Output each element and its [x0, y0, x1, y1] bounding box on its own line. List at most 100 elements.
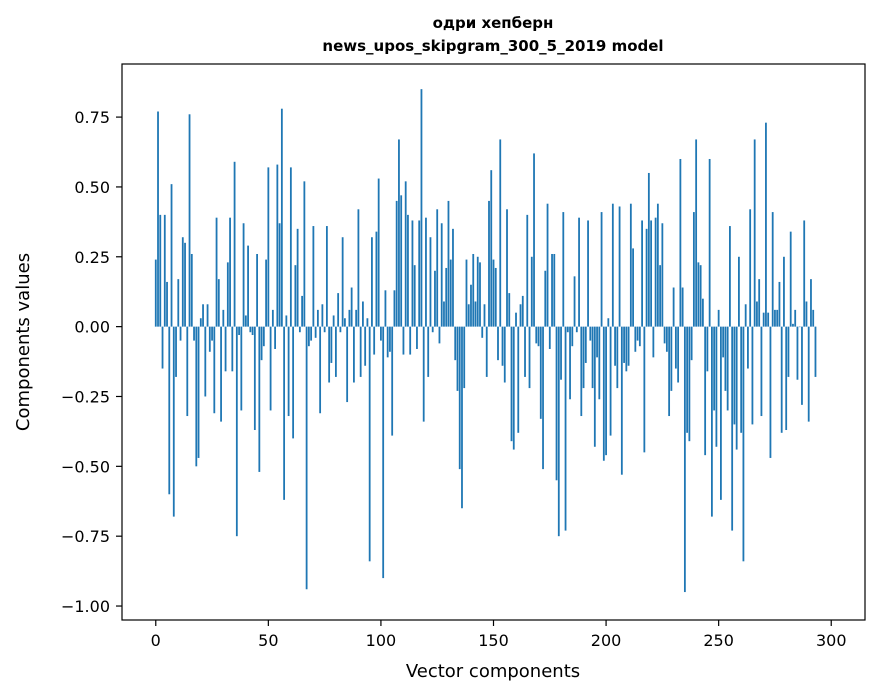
- bar: [449, 259, 452, 327]
- bar: [778, 281, 781, 327]
- bar: [339, 326, 342, 333]
- bar: [744, 304, 747, 327]
- bar: [341, 237, 344, 327]
- bar: [814, 326, 817, 377]
- bar: [287, 326, 290, 417]
- bar: [708, 158, 711, 327]
- bar: [377, 178, 380, 327]
- bar: [528, 326, 531, 389]
- bar: [566, 326, 569, 333]
- bar: [726, 326, 729, 411]
- bar: [760, 326, 763, 417]
- bar: [386, 326, 389, 358]
- bar: [364, 326, 367, 366]
- bar: [598, 326, 601, 400]
- bar: [677, 326, 680, 383]
- bar: [181, 237, 184, 327]
- bar: [618, 206, 621, 327]
- bar: [353, 326, 355, 383]
- x-axis-label: Vector components: [406, 661, 580, 682]
- bar: [395, 200, 398, 327]
- bar: [199, 318, 202, 327]
- bar: [296, 228, 299, 327]
- bar: [733, 326, 736, 425]
- bar: [316, 309, 319, 327]
- bar: [492, 259, 495, 327]
- bar: [418, 220, 421, 327]
- bar: [616, 326, 619, 389]
- bar: [283, 326, 286, 500]
- bar: [467, 304, 470, 327]
- bar: [434, 270, 436, 327]
- bar: [222, 309, 225, 327]
- bar: [787, 326, 790, 377]
- y-tick-label: 0.25: [74, 248, 110, 267]
- bar: [472, 253, 475, 327]
- bar: [510, 326, 513, 442]
- x-tick-label: 0: [151, 631, 161, 650]
- bar: [380, 326, 382, 341]
- bar: [371, 237, 373, 327]
- bar: [573, 276, 576, 327]
- bar: [184, 242, 186, 327]
- bar: [314, 326, 317, 338]
- bar: [546, 203, 549, 327]
- bar: [645, 228, 648, 327]
- y-tick-label: −0.25: [61, 387, 110, 406]
- bar: [587, 220, 589, 327]
- bar: [350, 287, 353, 327]
- bar: [458, 326, 461, 470]
- bar: [519, 304, 522, 327]
- bar: [429, 237, 432, 327]
- bar: [175, 326, 177, 377]
- y-axis-ticks: 0.75 0.50 0.25 0.00 −0.25 −0.50 −0.75 −1.00: [61, 108, 122, 616]
- bar: [681, 287, 684, 327]
- bar: [170, 184, 173, 327]
- bar: [208, 326, 211, 352]
- bar: [461, 326, 463, 509]
- bar: [722, 326, 725, 358]
- bar: [256, 253, 258, 327]
- bar: [544, 270, 547, 327]
- bar: [253, 326, 256, 431]
- bars-group: [154, 89, 817, 593]
- bar: [526, 214, 529, 327]
- bar: [346, 326, 349, 403]
- bar: [186, 326, 189, 417]
- bar: [294, 265, 297, 327]
- bar: [188, 114, 191, 327]
- bar: [483, 304, 486, 327]
- bar: [695, 139, 698, 327]
- bar: [485, 326, 488, 377]
- bar: [242, 223, 245, 327]
- bar: [411, 220, 414, 327]
- bar: [292, 326, 295, 439]
- bar: [706, 326, 709, 372]
- bar: [686, 326, 689, 433]
- y-tick-label: −0.50: [61, 457, 110, 476]
- chart-subtitle: news_upos_skipgram_300_5_2019 model: [322, 37, 663, 55]
- bar: [542, 326, 544, 470]
- y-tick-label: −0.75: [61, 527, 110, 546]
- bar: [792, 323, 794, 327]
- bar: [161, 326, 164, 369]
- bar: [362, 301, 364, 327]
- bar: [332, 315, 335, 327]
- bar: [409, 326, 412, 355]
- bar: [310, 326, 313, 341]
- bar: [756, 301, 758, 327]
- bar: [357, 209, 360, 327]
- bar: [663, 326, 666, 344]
- bar: [515, 312, 517, 327]
- bar: [524, 326, 526, 377]
- bar: [506, 209, 508, 327]
- bar: [758, 279, 761, 327]
- bar: [794, 309, 797, 327]
- bar: [551, 253, 553, 327]
- bar: [580, 326, 583, 417]
- bar: [235, 326, 238, 537]
- x-tick-label: 300: [816, 631, 847, 650]
- bar: [632, 248, 634, 327]
- x-tick-label: 100: [366, 631, 397, 650]
- bar: [497, 326, 499, 361]
